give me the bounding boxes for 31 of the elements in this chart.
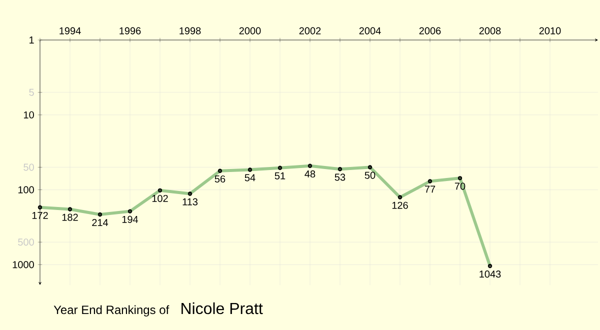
data-label: 56 xyxy=(214,175,226,183)
y-tick-label: 1 xyxy=(30,36,34,44)
data-label: 194 xyxy=(122,216,138,223)
text: Year End Rankings of xyxy=(54,305,170,316)
x-tick-label: 2010 xyxy=(539,27,561,34)
data-label: 113 xyxy=(182,198,198,206)
text: Nicole Pratt xyxy=(182,302,263,314)
data-label: 214 xyxy=(92,219,108,226)
y-tick-label: 1000 xyxy=(12,261,34,268)
data-label: 172 xyxy=(32,212,48,219)
x-tick-label: 2004 xyxy=(359,27,381,34)
data-label: 126 xyxy=(392,202,408,209)
data-label: 48 xyxy=(304,170,316,178)
x-tick-label: 2000 xyxy=(239,27,261,34)
data-label: 53 xyxy=(334,174,346,181)
x-tick-label: 1996 xyxy=(120,27,141,34)
x-tick-label: 1998 xyxy=(180,27,201,34)
x-tick-label: 1994 xyxy=(60,27,81,34)
x-tick-label: 2008 xyxy=(479,27,501,34)
data-label: 51 xyxy=(274,172,286,180)
y-tick-label: 100 xyxy=(18,186,34,194)
data-label: 50 xyxy=(364,172,376,179)
x-tick-label: 2002 xyxy=(299,27,321,34)
data-label: 70 xyxy=(454,182,466,190)
data-label: 54 xyxy=(244,174,256,182)
y-tick-label: 10 xyxy=(24,111,34,118)
data-label: 1043 xyxy=(480,270,501,278)
x-tick-label: 2006 xyxy=(419,27,441,34)
data-label: 102 xyxy=(152,194,168,202)
data-label: 182 xyxy=(62,214,78,221)
data-label: 77 xyxy=(424,186,436,193)
